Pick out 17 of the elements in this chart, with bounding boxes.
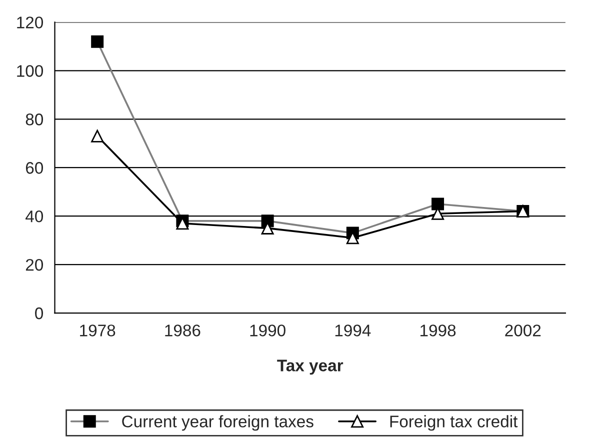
y-tick-label: 80 — [26, 114, 44, 126]
legend-label: Foreign tax credit — [390, 415, 518, 431]
x-axis-title: Tax year — [277, 360, 344, 375]
x-tick-label: 1990 — [250, 324, 286, 336]
x-tick-label: 1986 — [165, 324, 200, 336]
y-tick-label: 40 — [26, 210, 44, 222]
legend-label: Current year foreign taxes — [122, 415, 314, 431]
point — [91, 130, 104, 142]
y-tick-label: 20 — [26, 258, 44, 271]
x-tick-label: 1978 — [80, 324, 116, 336]
x-tick-label: 2002 — [505, 324, 541, 336]
y-tick-label: 0 — [35, 307, 44, 320]
y-tick-label: 120 — [17, 16, 44, 28]
x-tick-label: 1994 — [335, 324, 371, 336]
y-tick-label: 100 — [17, 65, 44, 77]
y-tick-label: 60 — [26, 162, 44, 174]
x-tick-label: 1998 — [420, 324, 456, 336]
